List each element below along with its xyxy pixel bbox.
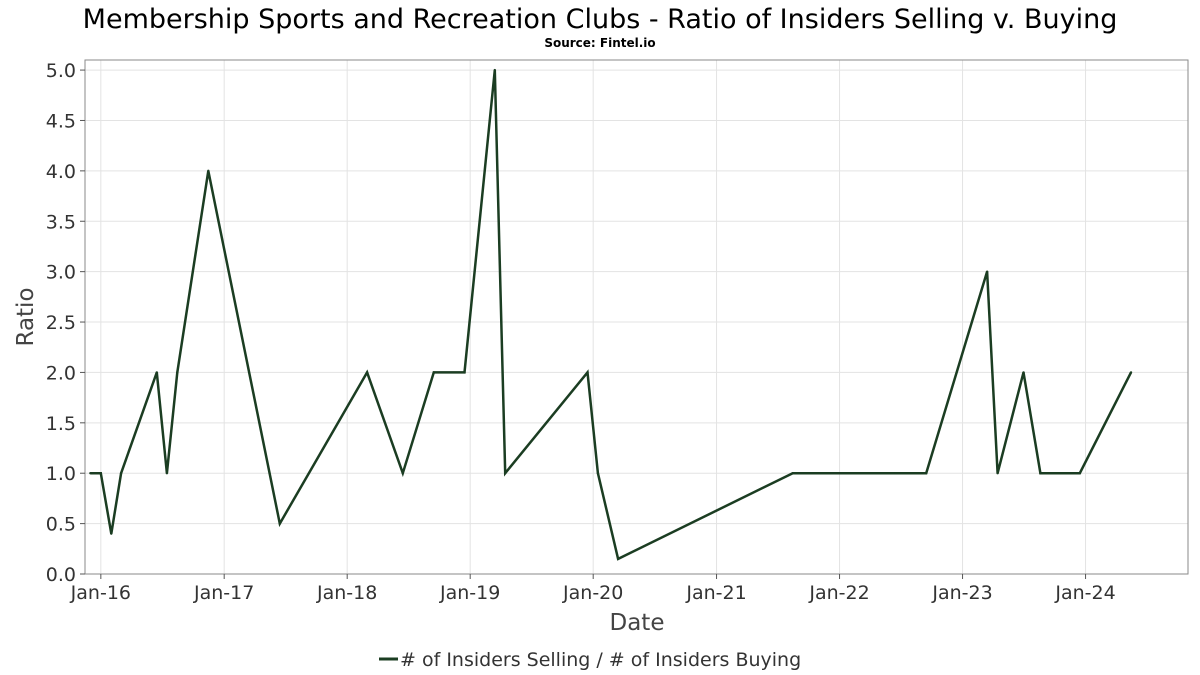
data-point	[996, 472, 999, 475]
data-point	[401, 472, 404, 475]
data-point	[1039, 472, 1042, 475]
y-tick-label: 3.5	[46, 211, 76, 233]
data-point	[165, 472, 169, 475]
x-tick-label: Jan-19	[439, 582, 500, 604]
y-tick-label: 4.5	[46, 110, 76, 132]
data-point	[89, 472, 92, 475]
plot-area	[84, 59, 1189, 575]
x-axis: Jan-16 Jan-17 Jan-18 Jan-19 Jan-20 Jan-21 Jan-…	[70, 574, 1116, 604]
y-tick-label: 0.0	[46, 564, 76, 586]
data-point	[616, 557, 620, 561]
data-point	[1129, 371, 1133, 374]
data-point	[119, 472, 123, 475]
y-tick-label: 4.0	[46, 161, 76, 183]
data-point	[432, 371, 435, 374]
grid-lines	[85, 60, 1188, 575]
chart-title: Membership Sports and Recreation Clubs -…	[83, 4, 1118, 35]
series-line	[90, 69, 1133, 561]
y-tick-label: 2.0	[46, 362, 76, 384]
data-point	[893, 472, 897, 475]
data-point	[463, 371, 466, 374]
x-tick-label: Jan-24	[1054, 582, 1115, 604]
data-point	[791, 472, 794, 475]
x-tick-label: Jan-16	[70, 582, 131, 604]
y-axis: 0.0 0.5 1.0 1.5 2.0 2.5 3.0 3.5 4.0 4.5 5.0	[46, 60, 85, 586]
data-point	[596, 472, 600, 475]
data-point	[504, 472, 507, 475]
y-tick-label: 1.0	[46, 463, 76, 485]
x-tick-label: Jan-22	[808, 582, 869, 604]
chart-subtitle: Source: Fintel.io	[544, 36, 655, 50]
data-point	[1078, 472, 1082, 475]
data-point	[985, 270, 989, 273]
legend-label: # of Insiders Selling / # of Insiders Bu…	[400, 649, 801, 671]
legend: # of Insiders Selling / # of Insiders Bu…	[379, 649, 801, 671]
data-point	[493, 68, 496, 72]
y-tick-label: 0.5	[46, 514, 76, 536]
y-tick-label: 5.0	[46, 60, 76, 82]
x-tick-label: Jan-20	[562, 582, 623, 604]
y-tick-label: 2.5	[46, 312, 76, 334]
y-tick-label: 3.0	[46, 262, 76, 284]
x-tick-label: Jan-21	[685, 582, 746, 604]
data-point	[278, 522, 281, 525]
x-tick-label: Jan-17	[193, 582, 254, 604]
y-tick-label: 1.5	[46, 413, 76, 435]
data-point	[110, 532, 113, 535]
data-point	[1022, 371, 1025, 374]
x-axis-label: Date	[610, 610, 665, 636]
y-axis-label: Ratio	[13, 287, 39, 346]
data-point	[365, 371, 369, 374]
x-tick-label: Jan-23	[931, 582, 992, 604]
data-point	[176, 371, 179, 374]
data-point	[924, 472, 928, 475]
series-layer	[89, 68, 1133, 561]
data-point	[99, 472, 103, 475]
data-point	[586, 371, 589, 374]
data-point	[207, 169, 210, 173]
data-point	[155, 371, 158, 374]
x-tick-label: Jan-18	[316, 582, 377, 604]
